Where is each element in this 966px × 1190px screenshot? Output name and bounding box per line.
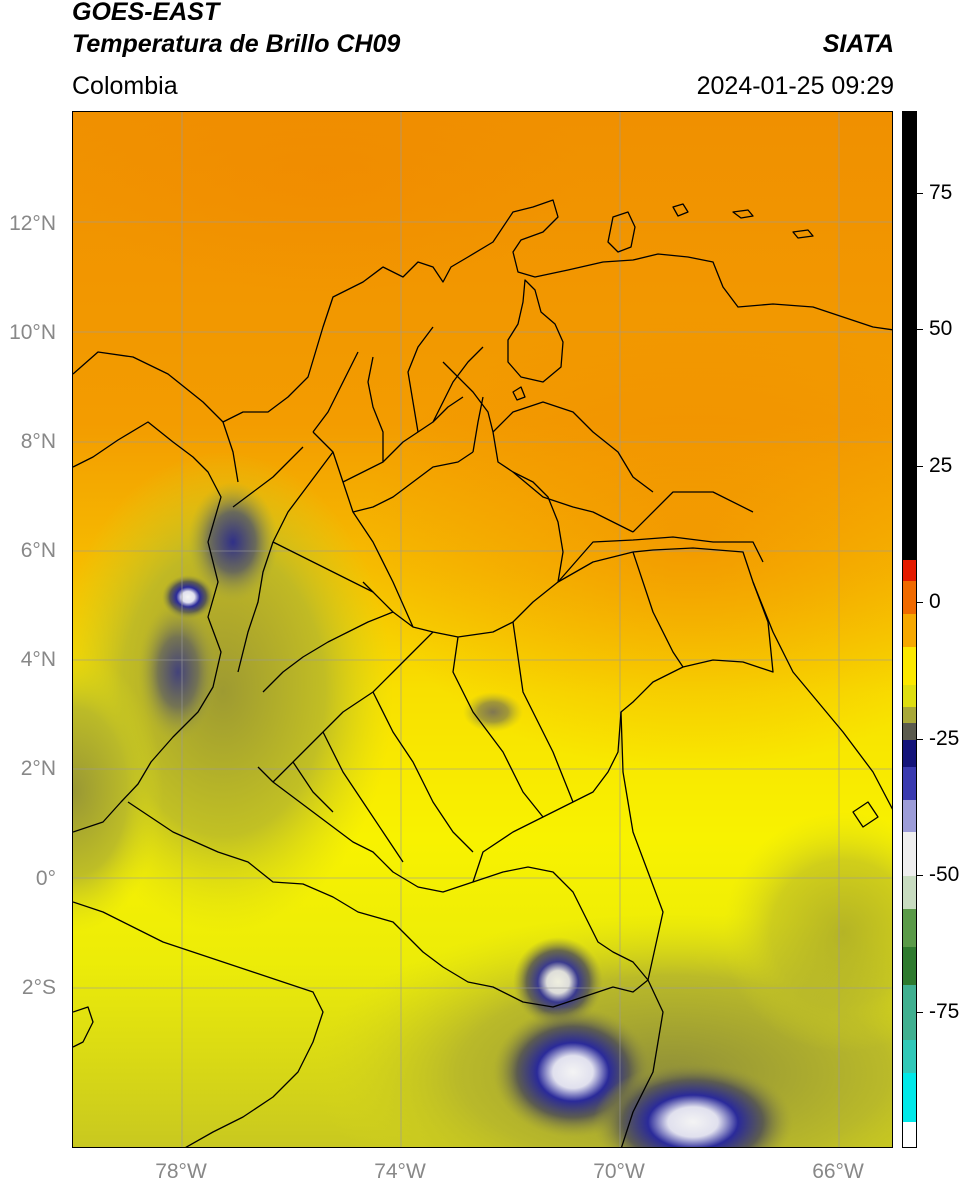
timestamp: 2024-01-25 09:29	[696, 72, 894, 100]
colorbar-tick	[917, 875, 923, 877]
region-label: Colombia	[72, 72, 178, 100]
colorbar-segment	[903, 832, 916, 877]
colorbar-tick-label: 25	[929, 453, 953, 477]
title-line-1: GOES-EAST	[72, 0, 220, 26]
lat-label-8n: 8°N	[20, 430, 56, 453]
colorbar-segment	[903, 985, 916, 1040]
lat-label-0: 0°	[35, 867, 56, 890]
colorbar-tick-label: -25	[929, 726, 960, 750]
lon-label-70w: 70°W	[593, 1160, 645, 1183]
colorbar-segment	[903, 581, 916, 615]
lat-label-2s: 2°S	[21, 976, 56, 999]
brightness-temperature-map	[73, 112, 892, 1147]
colorbar-tick	[917, 738, 923, 740]
colorbar-segment	[903, 1072, 916, 1122]
lat-label-4n: 4°N	[20, 648, 56, 671]
lon-label-74w: 74°W	[374, 1160, 426, 1183]
lat-label-10n: 10°N	[9, 321, 56, 344]
lat-label-12n: 12°N	[9, 212, 56, 235]
colorbar-segment	[903, 947, 916, 986]
colorbar-segment	[903, 766, 916, 800]
colorbar-segment	[903, 723, 916, 740]
colorbar-segment	[903, 1121, 916, 1147]
map-panel	[72, 111, 893, 1148]
colorbar-segment	[903, 799, 916, 833]
brand-label: SIATA	[822, 30, 894, 58]
colorbar-segment	[903, 876, 916, 909]
colorbar-tick	[917, 465, 923, 467]
colorbar-tick-label: 75	[929, 180, 953, 204]
lon-label-66w: 66°W	[812, 1160, 864, 1183]
colorbar-tick	[917, 329, 923, 331]
lon-label-78w: 78°W	[155, 1160, 207, 1183]
title-line-2: Temperatura de Brillo CH09	[72, 30, 401, 58]
colorbar-tick	[917, 1011, 923, 1013]
colorbar-tick	[917, 602, 923, 604]
colorbar-tick	[917, 192, 923, 194]
colorbar-segment	[903, 739, 916, 767]
colorbar-segment	[903, 706, 916, 724]
colorbar-segment	[903, 559, 916, 582]
colorbar-tick-label: -75	[929, 999, 960, 1023]
colorbar-segment	[903, 908, 916, 948]
lat-label-2n: 2°N	[20, 757, 56, 780]
colorbar-segment	[903, 646, 916, 686]
colorbar-segment	[903, 685, 916, 707]
colorbar-tick-label: 50	[929, 317, 953, 341]
colorbar-tick-label: 0	[929, 590, 941, 614]
colorbar-segment	[903, 614, 916, 647]
lat-label-6n: 6°N	[20, 539, 56, 562]
colorbar-tick-label: -50	[929, 863, 960, 887]
colorbar-segment	[903, 1039, 916, 1073]
colorbar-segment	[903, 112, 916, 560]
colorbar	[902, 111, 917, 1148]
